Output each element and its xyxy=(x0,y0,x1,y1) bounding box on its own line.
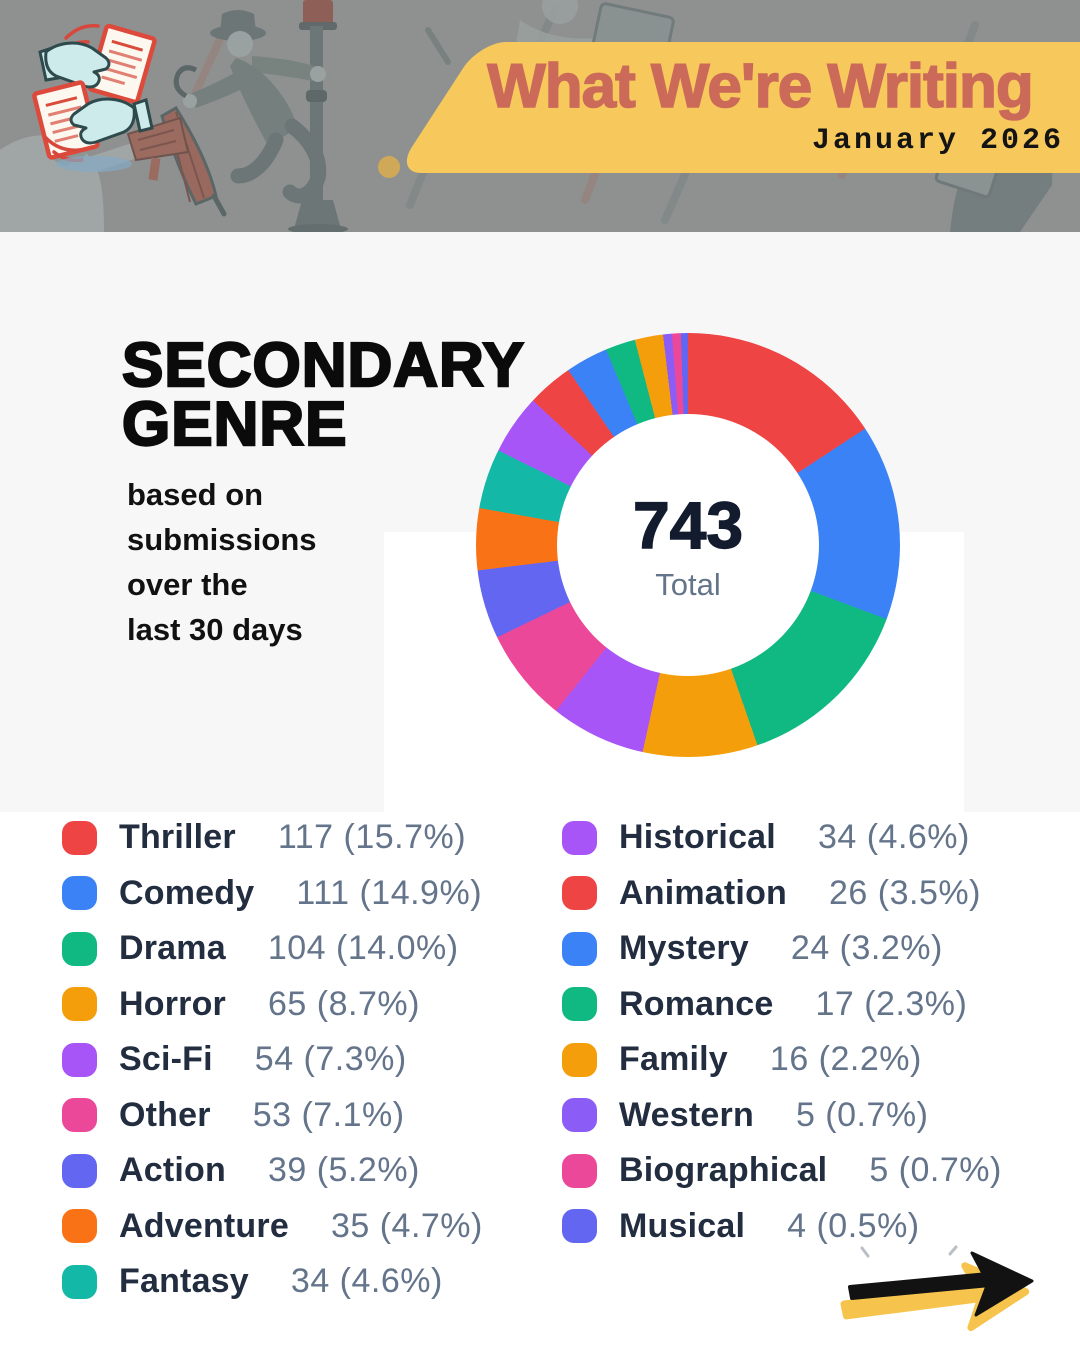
legend-item: Comedy 111 (14.9%) xyxy=(62,866,483,922)
newsletter-title: What We're Writing xyxy=(486,52,1034,121)
subtitle-line: last 30 days xyxy=(127,612,303,647)
legend-value: 104 (14.0%) xyxy=(267,929,459,968)
legend-value: 26 (3.5%) xyxy=(829,873,981,912)
legend-swatch xyxy=(62,1153,97,1188)
issue-date: January 2026 xyxy=(811,124,1064,158)
legend-label: Mystery xyxy=(619,929,749,968)
legend-item: Musical 4 (0.5%) xyxy=(562,1199,1002,1255)
legend-label: Historical xyxy=(619,818,776,857)
legend-swatch xyxy=(562,1042,597,1077)
legend-value: 53 (7.1%) xyxy=(252,1095,405,1134)
legend-col-right: Historical 34 (4.6%) Animation 26 (3.5%) Mys… xyxy=(562,810,1002,1254)
legend-swatch xyxy=(562,820,597,855)
section-title-line2: GENRE xyxy=(121,390,348,459)
legend-label: Other xyxy=(119,1095,211,1134)
legend-col-left: Thriller 117 (15.7%) Comedy 111 (14.9%) Dram… xyxy=(62,810,483,1310)
subtitle-line: over the xyxy=(127,567,248,602)
donut-ring: 743 Total xyxy=(476,333,900,757)
legend-label: Animation xyxy=(619,873,788,912)
papers-exchange-icon xyxy=(32,23,157,172)
legend-label: Biographical xyxy=(619,1151,828,1190)
legend-value: 4 (0.5%) xyxy=(787,1206,920,1245)
legend-item: Adventure 35 (4.7%) xyxy=(62,1199,483,1255)
legend-item: Family 16 (2.2%) xyxy=(562,1032,1002,1088)
next-arrow-icon xyxy=(838,1245,1058,1345)
legend-value: 24 (3.2%) xyxy=(790,929,943,968)
total-value: 743 xyxy=(632,487,744,562)
subtitle-line: submissions xyxy=(127,522,317,557)
lamppost-man-illustration xyxy=(183,0,348,232)
legend-swatch xyxy=(562,1153,597,1188)
legend-swatch xyxy=(562,1209,597,1244)
donut-center: 743 Total xyxy=(557,414,819,676)
subtitle-line: based on xyxy=(127,477,264,512)
legend-value: 117 (15.7%) xyxy=(277,818,467,857)
legend-item: Drama 104 (14.0%) xyxy=(62,921,483,977)
legend-swatch xyxy=(62,820,97,855)
legend-item: Thriller 117 (15.7%) xyxy=(62,810,483,866)
legend-swatch xyxy=(62,1264,97,1299)
legend-item: Horror 65 (8.7%) xyxy=(62,977,483,1033)
legend-label: Western xyxy=(619,1095,754,1134)
legend-item: Western 5 (0.7%) xyxy=(562,1088,1002,1144)
legend-swatch xyxy=(562,876,597,911)
legend-swatch xyxy=(62,931,97,966)
legend-swatch xyxy=(562,931,597,966)
legend-label: Action xyxy=(119,1151,226,1190)
legend-swatch xyxy=(562,987,597,1022)
legend-value: 39 (5.2%) xyxy=(267,1151,420,1190)
legend-swatch xyxy=(62,1042,97,1077)
legend-label: Comedy xyxy=(119,873,255,912)
legend-label: Horror xyxy=(119,984,226,1023)
legend-value: 34 (4.6%) xyxy=(290,1262,443,1301)
legend-item: Biographical 5 (0.7%) xyxy=(562,1143,1002,1199)
legend-label: Adventure xyxy=(119,1206,289,1245)
legend-item: Action 39 (5.2%) xyxy=(62,1143,483,1199)
legend-swatch xyxy=(62,987,97,1022)
legend-value: 16 (2.2%) xyxy=(769,1040,922,1079)
legend-item: Sci-Fi 54 (7.3%) xyxy=(62,1032,483,1088)
legend-label: Family xyxy=(619,1040,728,1079)
legend-value: 54 (7.3%) xyxy=(254,1040,407,1079)
section-title-line1: SECONDARY xyxy=(121,331,525,400)
legend-swatch xyxy=(62,876,97,911)
legend-item: Mystery 24 (3.2%) xyxy=(562,921,1002,977)
legend-label: Sci-Fi xyxy=(119,1040,213,1079)
legend-label: Fantasy xyxy=(119,1262,249,1301)
legend-value: 5 (0.7%) xyxy=(869,1151,1002,1190)
legend-value: 65 (8.7%) xyxy=(268,984,420,1023)
legend-item: Fantasy 34 (4.6%) xyxy=(62,1254,483,1310)
legend-value: 5 (0.7%) xyxy=(795,1095,929,1134)
legend-item: Romance 17 (2.3%) xyxy=(562,977,1002,1033)
legend-label: Drama xyxy=(119,929,226,968)
legend-swatch xyxy=(562,1098,597,1133)
header-band: What We're Writing January 2026 xyxy=(0,0,1080,232)
legend-swatch xyxy=(62,1209,97,1244)
legend-item: Animation 26 (3.5%) xyxy=(562,866,1002,922)
total-label: Total xyxy=(655,567,721,602)
legend-value: 17 (2.3%) xyxy=(815,984,968,1023)
legend-value: 34 (4.6%) xyxy=(817,818,970,857)
legend-item: Historical 34 (4.6%) xyxy=(562,810,1002,866)
legend-value: 35 (4.7%) xyxy=(330,1206,483,1245)
section-title: SECONDARY GENRE xyxy=(121,331,525,459)
legend-value: 111 (14.9%) xyxy=(296,873,483,912)
legend-label: Thriller xyxy=(119,818,236,857)
legend-label: Romance xyxy=(619,984,774,1023)
legend-swatch xyxy=(62,1098,97,1133)
legend-label: Musical xyxy=(619,1206,746,1245)
legend-item: Other 53 (7.1%) xyxy=(62,1088,483,1144)
section-subtitle: based on submissions over the last 30 da… xyxy=(127,472,317,652)
